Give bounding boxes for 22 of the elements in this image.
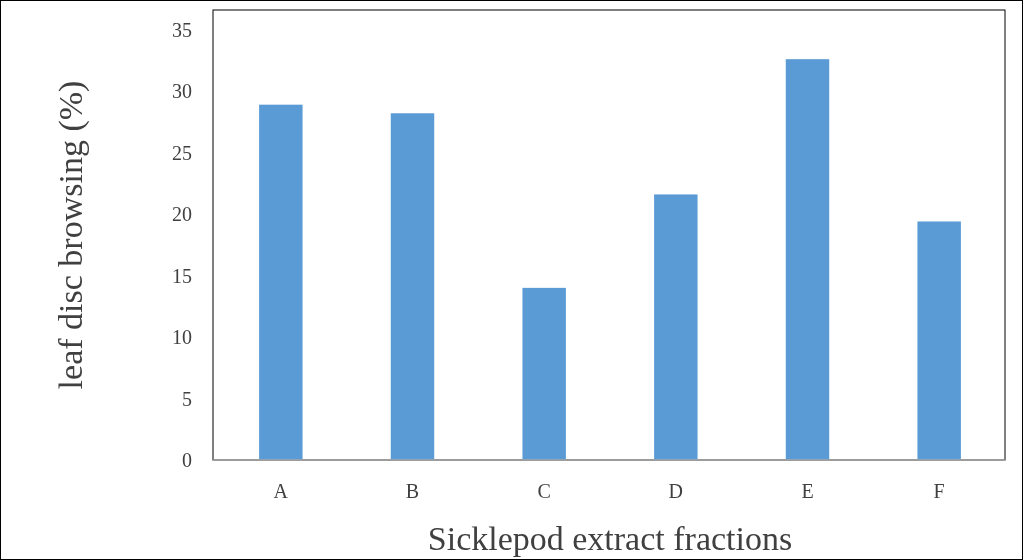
bar <box>785 59 830 460</box>
x-tick-label: A <box>273 480 289 502</box>
x-tick-label: D <box>668 480 684 502</box>
bar <box>390 113 435 460</box>
y-tick-label: 20 <box>172 203 192 226</box>
bar <box>654 194 698 460</box>
y-tick-label: 5 <box>182 387 192 410</box>
y-tick-label: 35 <box>172 18 192 41</box>
y-tick-label: 10 <box>172 326 192 349</box>
x-tick-label: E <box>801 480 814 502</box>
x-tick-label: B <box>405 480 420 502</box>
y-tick-label: 15 <box>172 264 192 287</box>
y-tick-label: 25 <box>172 141 192 164</box>
x-tick-label: C <box>537 480 551 502</box>
x-axis-title: Sicklepod extract fractions <box>427 520 793 557</box>
y-axis-title: leaf disc browsing (%) <box>52 80 90 390</box>
bar <box>522 287 566 460</box>
bar <box>259 104 303 460</box>
x-tick-label: F <box>933 480 945 502</box>
y-tick-label: 30 <box>172 80 192 103</box>
bar <box>917 221 961 460</box>
y-tick-label: 0 <box>182 449 192 471</box>
